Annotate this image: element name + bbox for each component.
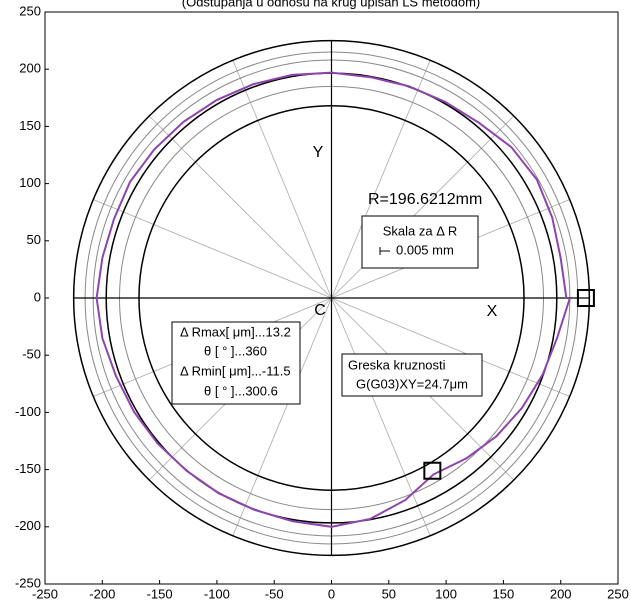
x-tick-label: -250 xyxy=(32,586,58,601)
stats-line: θ [ ° ]...360 xyxy=(204,343,267,358)
y-tick-label: 150 xyxy=(19,118,41,133)
x-tick-label: 0 xyxy=(328,586,335,601)
x-tick-label: -200 xyxy=(89,586,115,601)
center-label: C xyxy=(314,302,326,319)
stats-box xyxy=(171,321,301,405)
error-line: G(G03)XY=24.7μm xyxy=(356,376,468,391)
chart-title: (Odstupanja u odnosu na krug upisan LS m… xyxy=(182,0,480,9)
x-tick-label: -50 xyxy=(265,586,284,601)
spoke xyxy=(148,115,332,299)
x-tick-label: -150 xyxy=(147,586,173,601)
spoke xyxy=(331,297,431,536)
y-axis-label: Y xyxy=(313,144,324,161)
y-tick-label: -50 xyxy=(22,347,41,362)
x-tick-label: -100 xyxy=(204,586,230,601)
scale-box xyxy=(361,215,479,269)
y-tick-label: -250 xyxy=(15,575,41,590)
extreme-marker xyxy=(576,289,595,307)
y-tick-label: 200 xyxy=(19,61,41,76)
deviation-trace xyxy=(95,71,571,528)
stats-line: θ [ ° ]...300.6 xyxy=(204,383,278,398)
error-box xyxy=(341,353,483,397)
y-tick-label: 100 xyxy=(19,175,41,190)
spoke xyxy=(232,60,332,299)
y-tick-label: 0 xyxy=(34,289,41,304)
spoke xyxy=(93,199,332,299)
y-tick-label: -100 xyxy=(15,404,41,419)
x-tick-label: 100 xyxy=(435,586,457,601)
x-axis-label: X xyxy=(487,303,498,320)
x-tick-label: 50 xyxy=(382,586,396,601)
scale-title: Skala za Δ R xyxy=(383,223,457,238)
radius-label: R=196.6212mm xyxy=(368,191,482,208)
y-tick-label: -150 xyxy=(15,461,41,476)
stats-line: Δ Rmin[ μm]...-11.5 xyxy=(180,363,291,378)
y-tick-label: 250 xyxy=(19,3,41,18)
x-tick-label: 200 xyxy=(550,586,572,601)
y-tick-label: 50 xyxy=(27,232,41,247)
spoke xyxy=(331,297,570,397)
x-tick-label: 150 xyxy=(493,586,515,601)
spoke xyxy=(232,297,332,536)
stats-line: Δ Rmax[ μm]...13.2 xyxy=(180,324,291,339)
spoke xyxy=(331,60,431,299)
x-tick-label: 250 xyxy=(607,586,629,601)
extreme-marker xyxy=(423,461,442,480)
error-line: Greska kruznosti xyxy=(348,357,446,372)
scale-value: 0.005 mm xyxy=(396,242,454,257)
y-tick-label: -200 xyxy=(15,518,41,533)
